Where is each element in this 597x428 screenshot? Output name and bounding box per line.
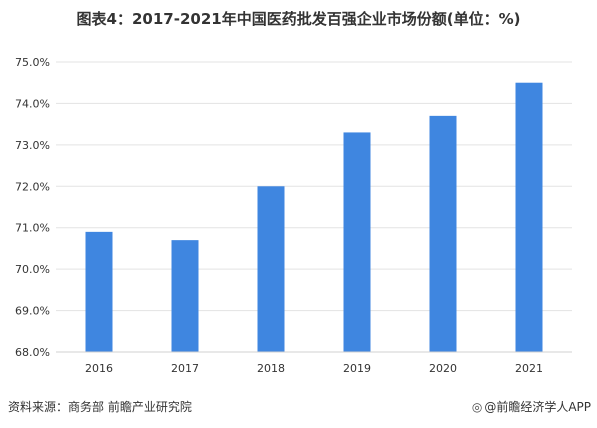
bar-2020 [429,115,457,352]
y-axis: 68.0% 69.0% 70.0% 71.0% 72.0% 73.0% 74.0% 75.0% [15,56,50,359]
bars [85,82,543,352]
chart-title: 图表4：2017-2021年中国医药批发百强企业市场份额(单位：%) [76,10,521,28]
grid-lines [56,61,572,312]
x-axis: 2016 2017 2018 2019 2020 2021 [85,362,543,375]
x-tick-label: 2020 [429,362,457,375]
y-tick-label: 72.0% [15,180,50,193]
y-tick-label: 71.0% [15,222,50,235]
brand-credit: ◎ @前瞻经济学人APP [472,398,591,415]
bar-2017 [171,240,199,352]
x-tick-label: 2021 [515,362,543,375]
brand-text: @前瞻经济学人APP [484,400,591,414]
x-tick-label: 2016 [85,362,113,375]
bar-2016 [85,231,113,352]
x-tick-label: 2018 [257,362,285,375]
bar-2019 [343,132,371,352]
y-tick-label: 74.0% [15,97,50,110]
x-tick-label: 2017 [171,362,199,375]
y-tick-label: 69.0% [15,305,50,318]
y-tick-label: 68.0% [15,346,50,359]
brand-logo-icon: ◎ [471,400,483,414]
source-note: 资料来源：商务部 前瞻产业研究院 [8,400,192,414]
y-tick-label: 70.0% [15,263,50,276]
y-tick-label: 75.0% [15,56,50,69]
bar-2018 [257,186,285,352]
x-tick-label: 2019 [343,362,371,375]
bar-2021 [515,82,543,352]
y-tick-label: 73.0% [15,139,50,152]
